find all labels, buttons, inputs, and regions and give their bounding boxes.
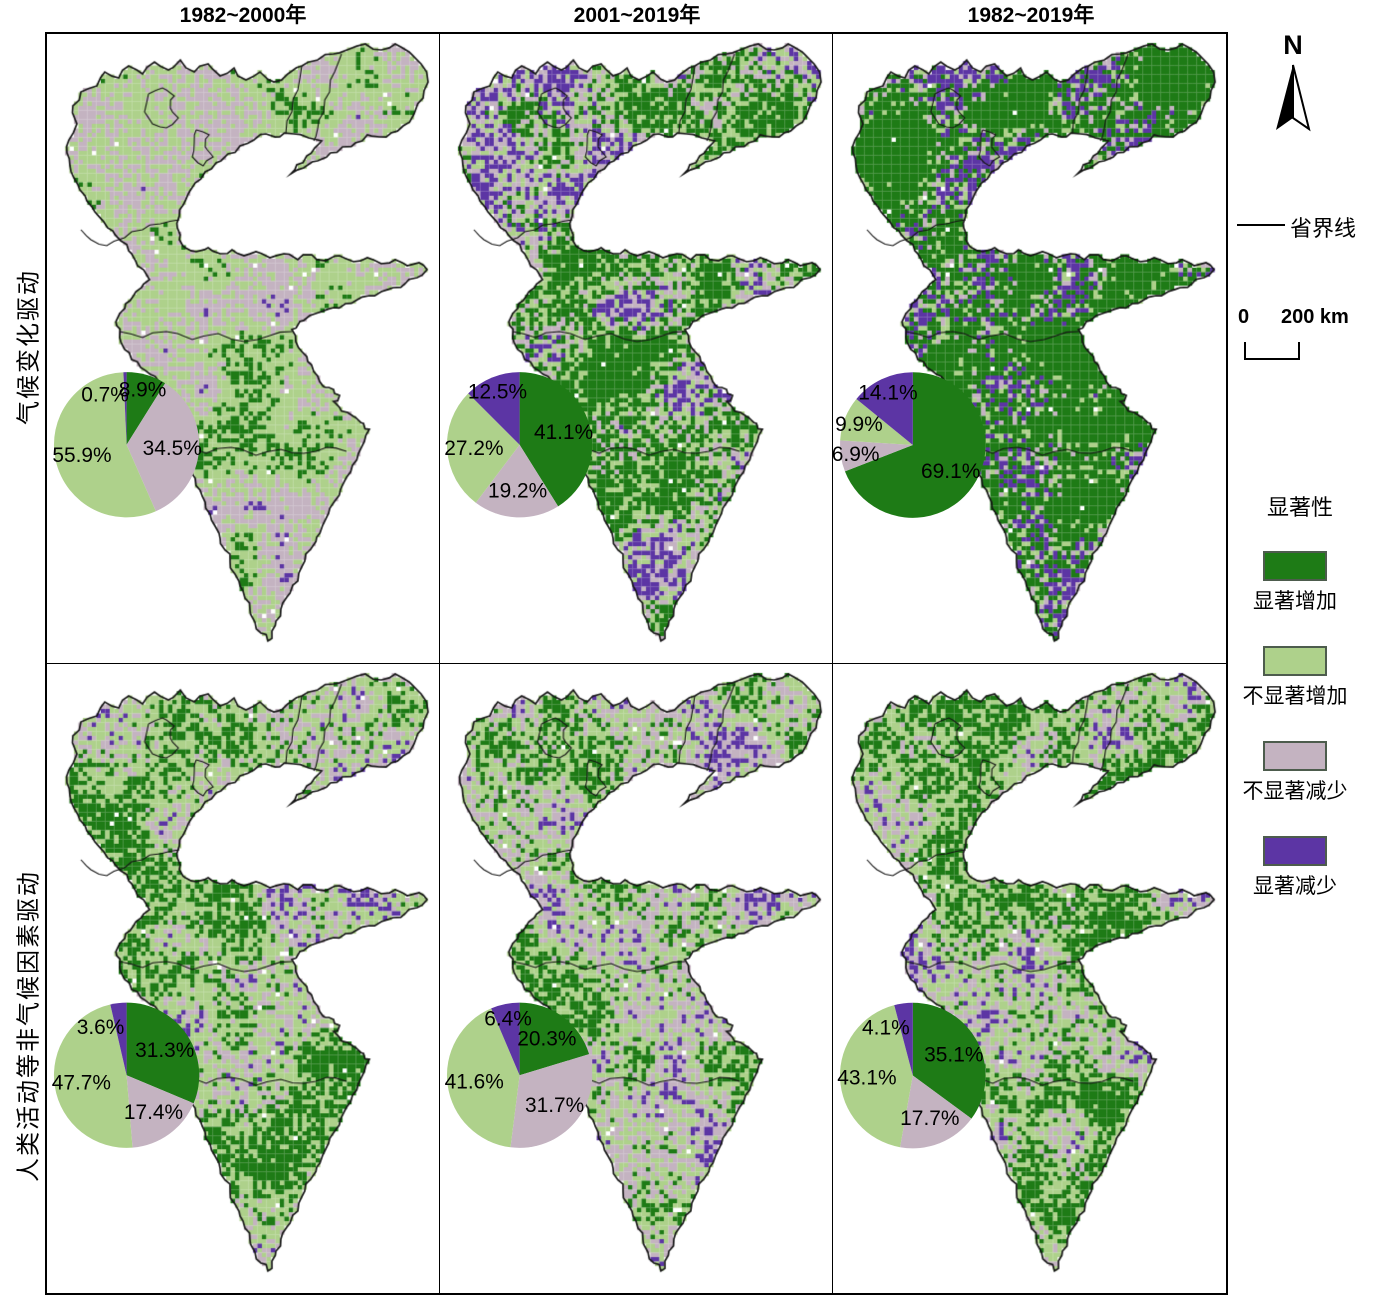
scale-bar bbox=[1244, 342, 1300, 360]
scale-distance: 200 km bbox=[1281, 306, 1349, 328]
scale-zero: 0 bbox=[1238, 306, 1250, 328]
legend-label-nonsig-increase: 不显著增加 bbox=[1242, 685, 1348, 708]
legend-item-nonsig-decrease: 不显著减少 bbox=[1233, 741, 1357, 805]
column-header-3: 1982~2019年 bbox=[967, 4, 1095, 27]
panel-grid: 8.9% 34.5% 55.9% 0.7% 41.1% 19.2% 27.2% 12.5% … bbox=[45, 32, 1228, 1295]
legend-label-nonsig-decrease: 不显著减少 bbox=[1242, 780, 1348, 803]
significance-title: 显著性 bbox=[1266, 495, 1333, 520]
map-canvas bbox=[47, 663, 439, 1293]
map-canvas bbox=[440, 34, 832, 663]
north-label: N bbox=[1283, 30, 1303, 60]
column-header-1: 1982~2000年 bbox=[179, 4, 307, 27]
map-canvas bbox=[833, 663, 1226, 1293]
legend-item-sig-decrease: 显著减少 bbox=[1233, 836, 1357, 900]
boundary-line-icon bbox=[1237, 224, 1285, 226]
legend-item-nonsig-increase: 不显著增加 bbox=[1233, 646, 1357, 710]
column-header-2: 2001~2019年 bbox=[573, 4, 701, 27]
legend-swatch-sig-decrease bbox=[1263, 836, 1327, 866]
legend-swatch-nonsig-decrease bbox=[1263, 741, 1327, 771]
legend-swatch-sig-increase bbox=[1263, 551, 1327, 581]
map-panel-r2-c2: 20.3% 31.7% 41.6% 6.4% bbox=[440, 663, 833, 1293]
row-label-human: 人类活动等非气候因素驱动 bbox=[15, 870, 43, 1182]
map-panel-r1-c2: 41.1% 19.2% 27.2% 12.5% bbox=[440, 34, 833, 664]
map-canvas bbox=[440, 663, 832, 1293]
map-canvas bbox=[47, 34, 439, 663]
row-label-climate: 气候变化驱动 bbox=[15, 269, 43, 425]
map-panel-r2-c1: 31.3% 17.4% 47.7% 3.6% bbox=[47, 663, 440, 1293]
north-arrow-icon bbox=[1276, 64, 1311, 132]
legend-label-sig-decrease: 显著减少 bbox=[1253, 875, 1337, 898]
map-panel-r2-c3: 35.1% 17.7% 43.1% 4.1% bbox=[833, 663, 1226, 1293]
map-canvas bbox=[833, 34, 1226, 663]
legend-swatch-nonsig-increase bbox=[1263, 646, 1327, 676]
map-panel-r1-c1: 8.9% 34.5% 55.9% 0.7% bbox=[47, 34, 440, 664]
map-panel-r1-c3: 69.1% 6.9% 9.9% 14.1% bbox=[833, 34, 1226, 664]
legend-label-sig-increase: 显著增加 bbox=[1253, 590, 1337, 613]
legend-item-sig-increase: 显著增加 bbox=[1233, 551, 1357, 615]
boundary-line-label: 省界线 bbox=[1290, 216, 1357, 241]
